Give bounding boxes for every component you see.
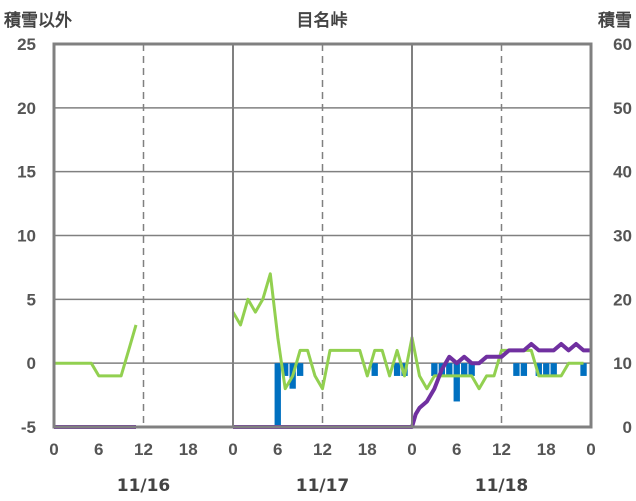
x-tick-label: 18	[358, 440, 377, 459]
x-tick-label: 6	[273, 440, 282, 459]
precipitation-bar	[393, 363, 401, 376]
x-tick-label: 12	[313, 440, 332, 459]
x-tick-label: 0	[49, 440, 58, 459]
precipitation-bar	[580, 363, 587, 376]
precipitation-bar	[461, 363, 468, 376]
y-right-tick-label: 30	[613, 227, 632, 246]
x-tick-label: 6	[452, 440, 461, 459]
x-tick-label: 0	[228, 440, 237, 459]
precipitation-bar	[282, 363, 289, 376]
date-label: 11/16	[117, 476, 171, 496]
date-labels: 11/16 11/17 11/18	[117, 476, 529, 496]
y-left-tick-label: 20	[17, 99, 36, 118]
date-label: 11/18	[475, 476, 529, 496]
precipitation-bar	[468, 363, 475, 376]
y-right-tick-label: 50	[613, 99, 632, 118]
day-separators	[232, 44, 413, 427]
y-right-tick-label: 40	[613, 163, 632, 182]
precipitation-bar	[550, 363, 557, 376]
y-left-tick-label: 10	[17, 227, 36, 246]
date-label: 11/17	[296, 476, 350, 496]
x-tick-label: 12	[492, 440, 511, 459]
y-left-tick-label: 0	[27, 354, 36, 373]
y-left-tick-label: 25	[17, 35, 36, 54]
y-right-tick-label: 10	[613, 354, 632, 373]
y-left-tick-label: 15	[17, 163, 36, 182]
temperature-line	[54, 324, 138, 378]
x-tick-label: 18	[537, 440, 556, 459]
y-right-tick-label: 60	[613, 35, 632, 54]
precipitation-bar	[371, 363, 378, 376]
chart-title: 目名峠	[297, 10, 348, 31]
precipitation-bar	[535, 363, 542, 376]
left-axis-label: 積雪以外	[4, 10, 72, 31]
grid-lines	[54, 44, 591, 427]
precipitation-bar	[543, 363, 550, 376]
x-tick-label: 18	[179, 440, 198, 459]
precipitation-bar	[453, 363, 460, 402]
x-tick-label: 0	[586, 440, 595, 459]
y-left-tick-label: 5	[27, 290, 36, 309]
y-right-tick-label: 20	[613, 290, 632, 309]
x-tick-label: 0	[407, 440, 416, 459]
precipitation-bar	[520, 363, 528, 376]
precipitation-bar	[274, 363, 281, 427]
x-tick-label: 12	[134, 440, 153, 459]
left-axis-ticks: 25 20 15 10 5 0 -5	[17, 35, 36, 437]
precipitation-bar	[513, 363, 520, 376]
precipitation-bar	[296, 363, 304, 376]
y-left-tick-label: -5	[21, 418, 36, 437]
precipitation-bar	[431, 363, 438, 376]
right-axis-label: 積雪	[598, 10, 632, 31]
x-axis-ticks: 0 6 12 18 0 6 12 18 0 6 12 18 0	[49, 440, 595, 459]
x-tick-label: 6	[94, 440, 103, 459]
plot-frame	[52, 42, 593, 429]
y-right-tick-label: 0	[623, 418, 632, 437]
precipitation-bar	[446, 363, 453, 376]
right-axis-ticks: 60 50 40 30 20 10 0	[613, 35, 632, 437]
